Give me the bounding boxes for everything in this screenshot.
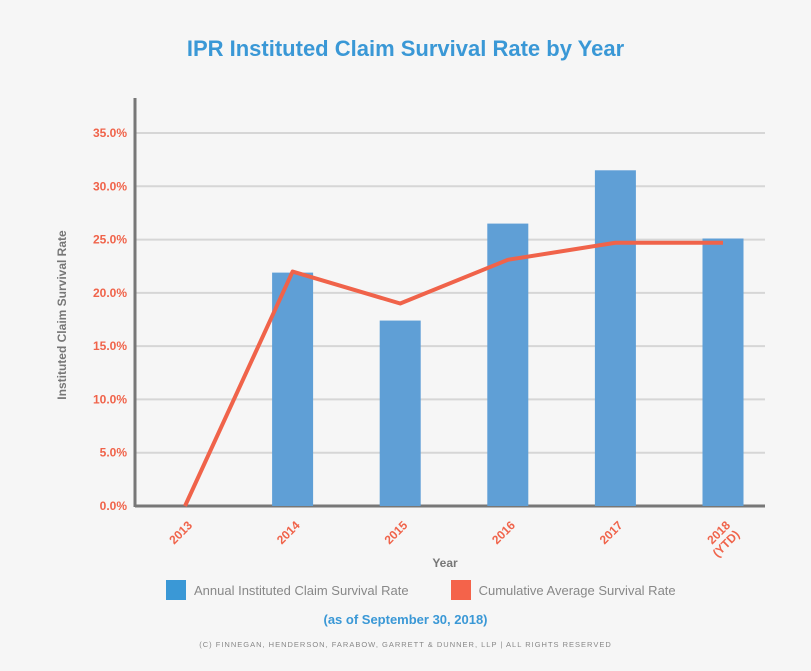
- bar-2017: [594, 170, 636, 507]
- bar-2014: [272, 272, 314, 506]
- chart-subtitle: (as of September 30, 2018): [323, 612, 488, 627]
- x-tick-label: 2014: [274, 518, 303, 547]
- x-axis-label: Year: [432, 556, 458, 570]
- y-tick-label: 30.0%: [93, 179, 127, 193]
- legend-label-annual: Annual Instituted Claim Survival Rate: [194, 582, 409, 598]
- copyright-footer: (C) FINNEGAN, HENDERSON, FARABOW, GARRET…: [199, 640, 612, 649]
- bar-2018 (YTD): [702, 238, 744, 506]
- legend-swatch-cumulative: [450, 580, 471, 600]
- chart-title: IPR Instituted Claim Survival Rate by Ye…: [186, 36, 625, 61]
- legend-label-cumulative: Cumulative Average Survival Rate: [478, 582, 676, 598]
- y-tick-label: 25.0%: [93, 233, 127, 247]
- x-tick-label: 2016: [489, 518, 518, 547]
- bar-2015: [379, 320, 421, 506]
- legend: Annual Instituted Claim Survival Rate Cu…: [166, 580, 676, 600]
- y-tick-label: 20.0%: [93, 286, 127, 300]
- x-tick-label: 2013: [166, 518, 195, 547]
- y-tick-label: 0.0%: [100, 499, 128, 513]
- y-tick-label: 15.0%: [93, 339, 127, 353]
- y-tick-label: 10.0%: [93, 392, 127, 406]
- y-tick-label: 35.0%: [93, 126, 127, 140]
- x-tick-label: 2015: [382, 518, 411, 547]
- x-tick-label: 2018(YTD): [701, 518, 743, 560]
- bar-2016: [487, 223, 529, 507]
- legend-swatch-annual: [166, 580, 186, 600]
- y-tick-label: 5.0%: [100, 446, 128, 460]
- x-tick-label: 2017: [597, 518, 626, 547]
- y-axis-label: Instituted Claim Survival Rate: [55, 230, 69, 400]
- line-cumulative: [183, 240, 723, 507]
